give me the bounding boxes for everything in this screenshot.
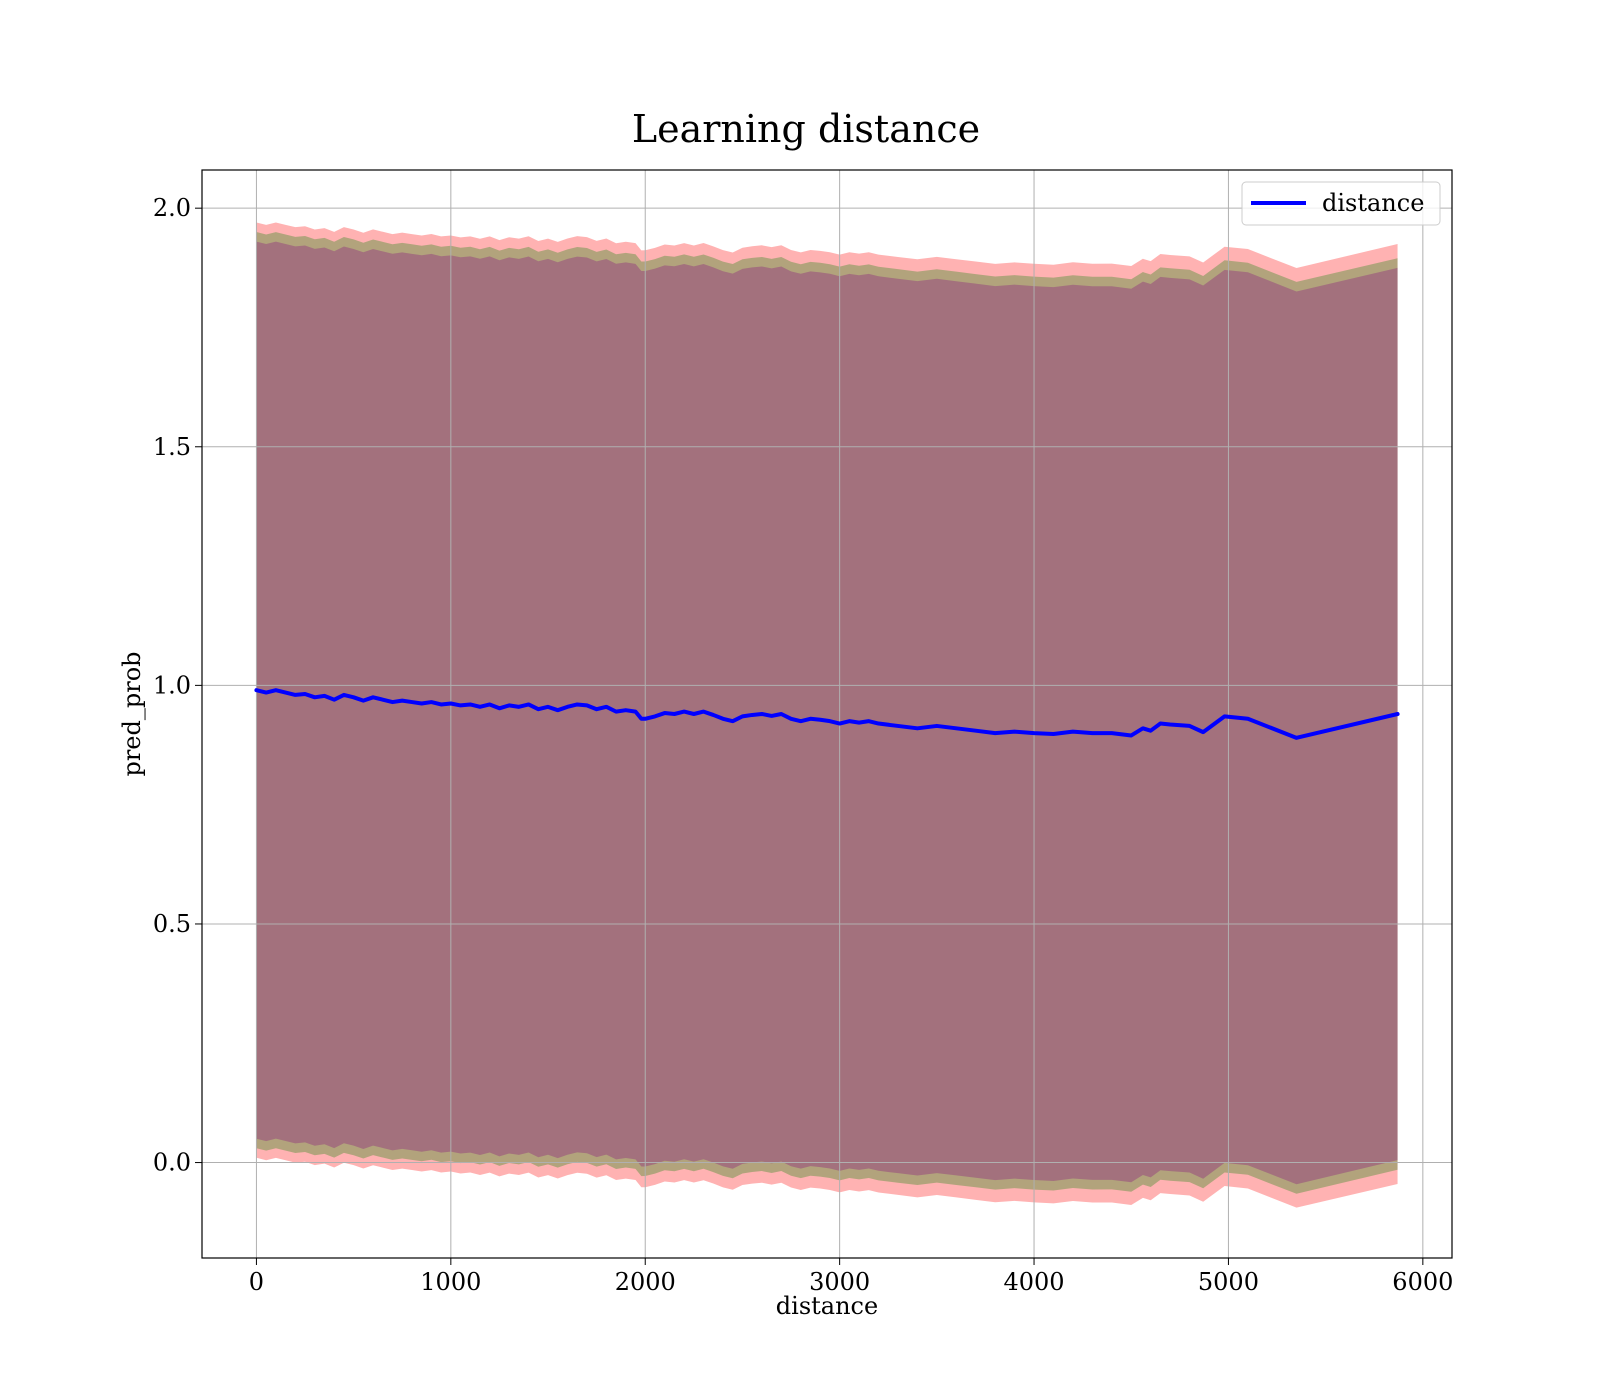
- x-tick-label: 5000: [1198, 1268, 1259, 1296]
- series-lines: [254, 688, 1400, 740]
- y-tick-label: 0.0: [153, 1149, 191, 1177]
- x-tick-label: 6000: [1392, 1268, 1453, 1296]
- legend: distance: [1241, 181, 1441, 226]
- x-tick-label: 1000: [420, 1268, 481, 1296]
- legend-label-distance: distance: [1322, 189, 1424, 217]
- series-line-distance: [254, 688, 1400, 740]
- legend-box: [1241, 181, 1441, 226]
- y-tick-label: 1.5: [153, 433, 191, 461]
- chart-title: Learning distance: [632, 107, 980, 151]
- confidence-bands: [256, 222, 1398, 1208]
- band-outer: [256, 222, 1398, 1208]
- y-axis-title: pred_prob: [118, 651, 146, 776]
- x-tick-label: 2000: [615, 1268, 676, 1296]
- y-tick-label: 1.0: [153, 671, 191, 699]
- band-inner: [256, 241, 1398, 1185]
- y-tick-label: 0.5: [153, 910, 191, 938]
- plot-frame: [201, 169, 1453, 1259]
- x-tick-label: 3000: [809, 1268, 870, 1296]
- x-tick-label: 0: [249, 1268, 264, 1296]
- x-axis-ticks: 0 1000 2000 3000 4000 5000 6000: [249, 1258, 1453, 1296]
- x-axis-title: distance: [776, 1292, 878, 1320]
- y-tick-label: 2.0: [153, 194, 191, 222]
- band-mid: [256, 232, 1398, 1194]
- grid-lines: [202, 170, 1452, 1258]
- y-axis-ticks: 0.0 0.5 1.0 1.5 2.0: [153, 194, 202, 1177]
- x-tick-label: 4000: [1003, 1268, 1064, 1296]
